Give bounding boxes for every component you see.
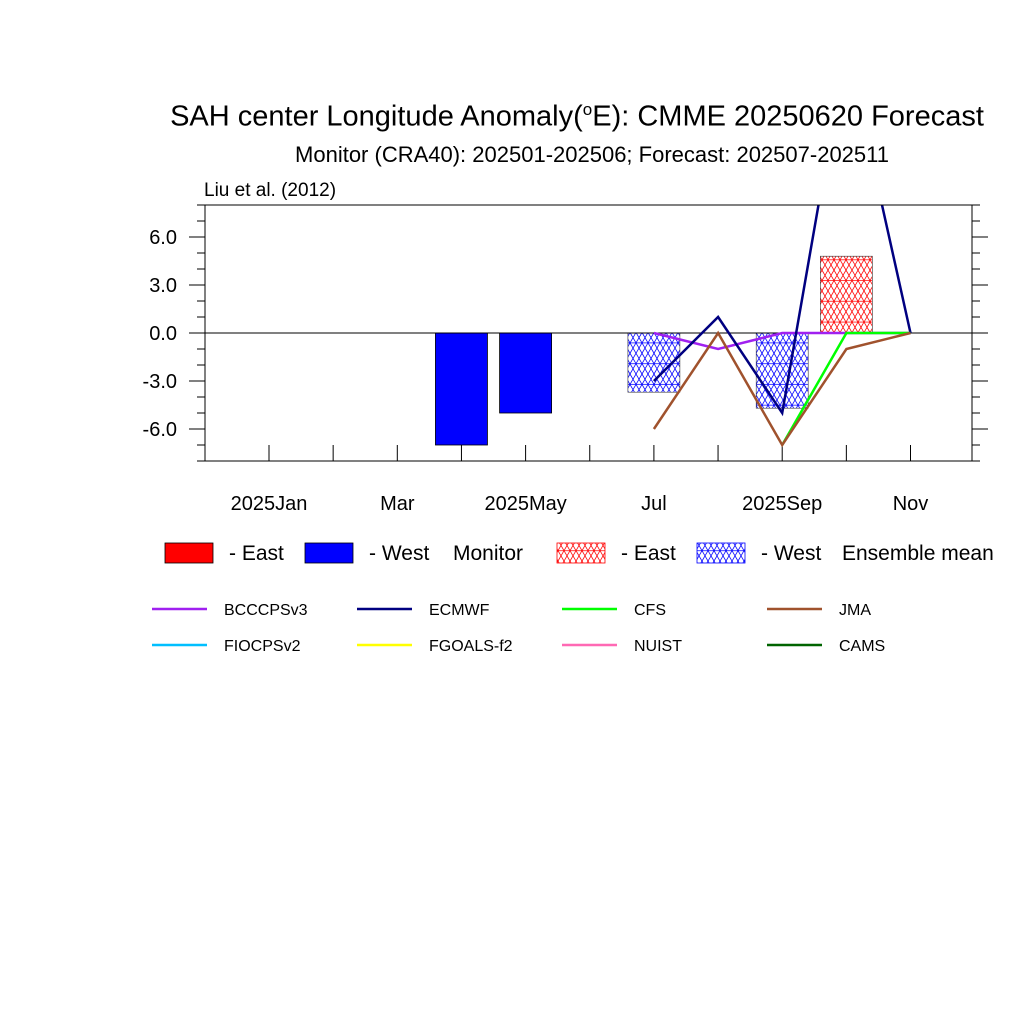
legend-monitor-east-swatch	[164, 542, 214, 564]
x-tick-label: Jul	[641, 493, 667, 515]
legend-label-fgoals-f2: FGOALS-f2	[429, 638, 513, 655]
legend-label-fiocpsv2: FIOCPSv2	[224, 638, 301, 655]
legend-monitor-west-swatch	[304, 542, 354, 564]
x-tick-label: Mar	[380, 493, 415, 515]
y-tick-label: 6.0	[149, 227, 177, 249]
legend-ensemble-west-label: - West	[761, 542, 821, 565]
legend-label-bcccpsv3: BCCCPSv3	[224, 602, 308, 619]
monitor-bar	[499, 332, 553, 414]
y-tick-label: 0.0	[149, 323, 177, 345]
model-line-cfs	[781, 331, 911, 446]
y-tick-label: 3.0	[149, 275, 177, 297]
legend-ensemble-west-swatch	[696, 542, 746, 564]
legend-label-nuist: NUIST	[634, 638, 682, 655]
chart-title: SAH center Longitude Anomaly(oE): CMME 2…	[0, 100, 1024, 134]
bars	[435, 255, 873, 446]
legend-ensemble-east-label: - East	[621, 542, 676, 565]
degree-symbol: o	[582, 100, 593, 119]
legend-ensemble-east-swatch	[556, 542, 606, 564]
plot-frame	[204, 204, 973, 462]
legend-models: BCCCPSv3 ECMWF CFS JMA FIOCPSv2 FGOALS-f2 NUIS…	[152, 602, 885, 655]
legend-label-ecmwf: ECMWF	[429, 602, 490, 619]
reference-label: Liu et al. (2012)	[204, 180, 337, 201]
x-tick-label: 2025Sep	[742, 493, 822, 515]
monitor-bar	[435, 332, 488, 446]
x-tick-label: Nov	[893, 493, 929, 515]
x-tick-label: 2025May	[484, 493, 566, 515]
model-line-jma	[652, 330, 911, 448]
model-lines	[652, 205, 912, 448]
y-tick-label: -3.0	[143, 371, 177, 393]
axis-ticks	[189, 204, 988, 462]
legend-label-cfs: CFS	[634, 602, 666, 619]
chart-title-prefix: SAH center Longitude Anomaly(	[170, 100, 583, 133]
ensemble-bar	[755, 332, 809, 409]
ensemble-bar	[820, 255, 873, 334]
chart-title-suffix: E): CMME 20250620 Forecast	[592, 100, 984, 133]
legend-monitor-east-label: - East	[229, 542, 284, 565]
model-line-ecmwf	[653, 205, 912, 417]
legend-ensemble-group-label: Ensemble mean	[842, 542, 994, 565]
legend-label-jma: JMA	[839, 602, 871, 619]
x-tick-label: 2025Jan	[231, 493, 308, 515]
y-tick-label: -6.0	[143, 419, 177, 441]
legend-monitor-west-label: - West	[369, 542, 429, 565]
chart-subtitle: Monitor (CRA40): 202501-202506; Forecast…	[295, 142, 889, 167]
legend-label-cams: CAMS	[839, 638, 885, 655]
tick-labels: -6.0 -3.0 0.0 3.0 6.0 2025Jan Mar 2025May Jul 202…	[143, 227, 929, 515]
legend-monitor-group-label: Monitor	[453, 542, 523, 565]
legend-bars: - East - West Monitor - East - West Ense…	[164, 542, 994, 565]
